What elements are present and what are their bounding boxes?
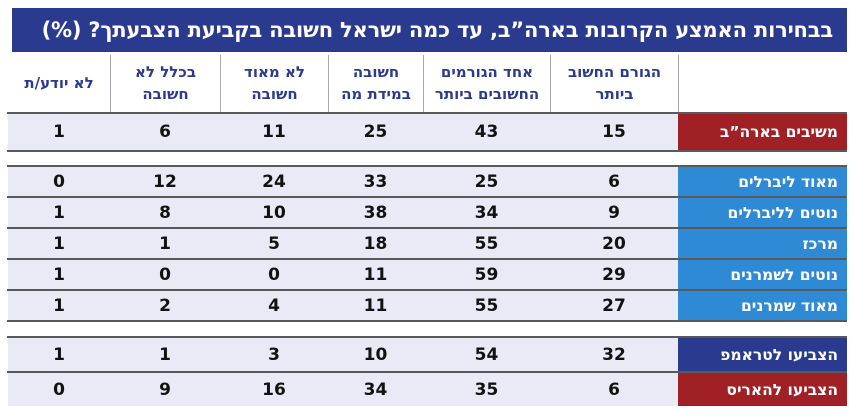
value-cell: 5 xyxy=(220,229,328,258)
row-group-1: מאוד ליברלים 6 25 33 24 12 0 נוטים לליברלים 9 34 3… xyxy=(7,165,847,322)
column-header-3: לא מאוד חשובה xyxy=(220,55,328,112)
row-label: מאוד ליברלים xyxy=(678,167,847,196)
column-header-line1: לא יודע/ת xyxy=(24,73,94,92)
value-cell: 0 xyxy=(220,260,328,289)
column-header-2: חשובה במידת מה xyxy=(328,55,423,112)
value-cell: 29 xyxy=(550,260,678,289)
value-cell: 6 xyxy=(550,167,678,196)
table-row: נוטים לשמרנים 29 59 11 0 0 1 xyxy=(7,258,847,289)
value-cell: 34 xyxy=(423,198,550,227)
value-cell: 38 xyxy=(328,198,423,227)
table-row: מאוד ליברלים 6 25 33 24 12 0 xyxy=(7,167,847,196)
value-cell: 20 xyxy=(550,229,678,258)
row-label: הצביעו להאריס xyxy=(678,373,847,406)
value-cell: 55 xyxy=(423,291,550,320)
value-cell: 4 xyxy=(220,291,328,320)
value-cell: 55 xyxy=(423,229,550,258)
column-header-line1: חשובה xyxy=(352,62,400,81)
value-cell: 11 xyxy=(220,114,328,150)
value-cell: 6 xyxy=(110,114,220,150)
value-cell: 33 xyxy=(328,167,423,196)
column-header-line1: לא מאוד xyxy=(244,62,305,81)
row-label: נוטים לליברלים xyxy=(678,198,847,227)
value-cell: 2 xyxy=(110,291,220,320)
value-cell: 43 xyxy=(423,114,550,150)
column-header-0: הגורם החשוב ביותר xyxy=(550,55,678,112)
value-cell: 11 xyxy=(328,291,423,320)
value-cell: 1 xyxy=(8,229,110,258)
value-cell: 1 xyxy=(8,338,110,371)
column-header-line1: בכלל לא xyxy=(135,62,197,81)
group-spacer xyxy=(7,322,847,336)
value-cell: 3 xyxy=(220,338,328,371)
value-cell: 27 xyxy=(550,291,678,320)
table-row: מאוד שמרנים 27 55 11 4 2 1 xyxy=(7,289,847,320)
value-cell: 24 xyxy=(220,167,328,196)
value-cell: 32 xyxy=(550,338,678,371)
value-cell: 25 xyxy=(423,167,550,196)
value-cell: 10 xyxy=(220,198,328,227)
value-cell: 10 xyxy=(328,338,423,371)
column-header-line2: ביותר xyxy=(595,84,634,103)
table-body: משיבים בארה”ב 15 43 25 11 6 1 מאוד ליברלים 6 25 33… xyxy=(7,114,847,406)
value-cell: 12 xyxy=(110,167,220,196)
value-cell: 34 xyxy=(328,373,423,406)
column-header-line1: הגורם החשוב xyxy=(567,62,662,81)
row-group-0: משיבים בארה”ב 15 43 25 11 6 1 xyxy=(7,114,847,152)
value-cell: 18 xyxy=(328,229,423,258)
value-cell: 6 xyxy=(550,373,678,406)
value-cell: 59 xyxy=(423,260,550,289)
value-cell: 1 xyxy=(8,198,110,227)
row-label: משיבים בארה”ב xyxy=(678,114,847,150)
row-group-2: הצביעו לטראמפ 32 54 10 3 1 1 הצביעו להאריס 6 35 34… xyxy=(7,336,847,406)
value-cell: 15 xyxy=(550,114,678,150)
column-header-line2: החשובים ביותר xyxy=(434,84,540,103)
value-cell: 1 xyxy=(8,260,110,289)
group-spacer xyxy=(7,152,847,165)
value-cell: 16 xyxy=(220,373,328,406)
survey-table: בבחירות האמצע הקרובות בארה”ב, עד כמה ישר… xyxy=(7,8,847,406)
value-cell: 0 xyxy=(8,167,110,196)
value-cell: 1 xyxy=(8,114,110,150)
table-row: הצביעו להאריס 6 35 34 16 9 0 xyxy=(7,371,847,406)
value-cell: 9 xyxy=(110,373,220,406)
column-header-line2: חשובה xyxy=(251,84,298,103)
table-row: נוטים לליברלים 9 34 38 10 8 1 xyxy=(7,196,847,227)
row-label: נוטים לשמרנים xyxy=(678,260,847,289)
column-header-line2: במידת מה xyxy=(341,84,411,103)
value-cell: 25 xyxy=(328,114,423,150)
table-header-row: הגורם החשוב ביותר אחד הגורמים החשובים ביותר… xyxy=(7,55,847,114)
row-label: הצביעו לטראמפ xyxy=(678,338,847,371)
table-row: מרכז 20 55 18 5 1 1 xyxy=(7,227,847,258)
row-label-column-header xyxy=(678,55,847,112)
value-cell: 0 xyxy=(110,260,220,289)
value-cell: 0 xyxy=(8,373,110,406)
value-cell: 1 xyxy=(110,229,220,258)
table-title: בבחירות האמצע הקרובות בארה”ב, עד כמה ישר… xyxy=(12,8,847,52)
value-cell: 1 xyxy=(110,338,220,371)
row-label: מרכז xyxy=(678,229,847,258)
value-cell: 9 xyxy=(550,198,678,227)
value-cell: 1 xyxy=(8,291,110,320)
value-cell: 54 xyxy=(423,338,550,371)
column-header-1: אחד הגורמים החשובים ביותר xyxy=(423,55,550,112)
row-label: מאוד שמרנים xyxy=(678,291,847,320)
table-row: הצביעו לטראמפ 32 54 10 3 1 1 xyxy=(7,338,847,371)
table-row: משיבים בארה”ב 15 43 25 11 6 1 xyxy=(7,114,847,150)
value-cell: 8 xyxy=(110,198,220,227)
value-cell: 11 xyxy=(328,260,423,289)
column-header-5: לא יודע/ת xyxy=(8,55,110,112)
column-header-line1: אחד הגורמים xyxy=(440,62,534,81)
column-header-4: בכלל לא חשובה xyxy=(110,55,220,112)
column-header-line2: חשובה xyxy=(142,84,189,103)
value-cell: 35 xyxy=(423,373,550,406)
